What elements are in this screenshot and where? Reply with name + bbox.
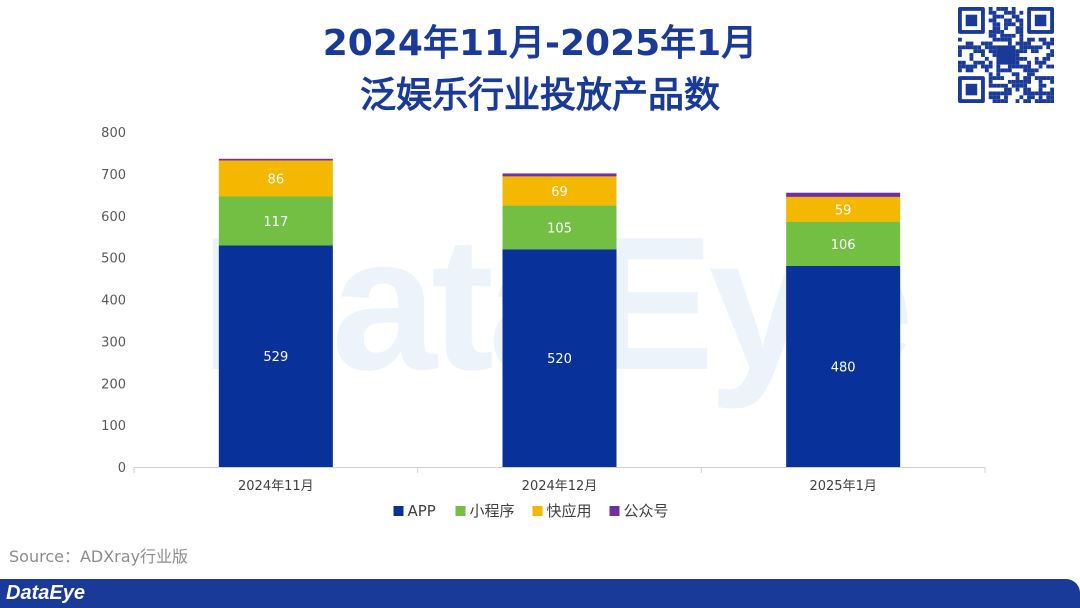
y-tick-label: 600	[101, 210, 126, 225]
data-label: 480	[831, 361, 856, 376]
stacked-bar-chart: 0 100 200 300 400 500 600 700 800 529 117 86 2024年11…	[101, 126, 986, 520]
y-tick-label: 0	[118, 461, 126, 476]
bar-segment	[218, 245, 333, 467]
footer-brand: DataEye	[6, 582, 85, 604]
y-tick-label: 100	[101, 419, 126, 434]
y-tick-label: 300	[101, 335, 126, 350]
data-label: 520	[547, 352, 572, 367]
bar-segment	[218, 196, 333, 246]
y-tick-label: 200	[101, 377, 126, 392]
bar-segment	[502, 176, 617, 206]
bar-segment	[502, 205, 617, 250]
legend-label: 小程序	[470, 502, 515, 520]
legend-label: 公众号	[624, 502, 669, 520]
legend-swatch	[455, 506, 466, 516]
y-tick-label: 400	[101, 294, 126, 309]
chart-title-line2: 泛娱乐行业投放产品数	[359, 75, 720, 116]
bar-segment	[786, 221, 901, 266]
bar-segment	[786, 196, 901, 222]
qr-code	[958, 7, 1054, 103]
x-tick-label: 2024年11月	[238, 479, 314, 494]
footer-bar: DataEye	[0, 579, 1080, 608]
data-label: 86	[268, 172, 285, 187]
data-label: 529	[263, 350, 288, 365]
bar-segment	[786, 192, 901, 197]
bar-segment	[502, 173, 617, 177]
data-label: 59	[835, 203, 852, 218]
legend-swatch	[532, 506, 543, 516]
bar-segment	[786, 266, 901, 467]
data-label: 106	[831, 238, 856, 253]
y-tick-label: 500	[101, 252, 126, 267]
data-label: 117	[263, 215, 288, 230]
source-note: Source：ADXray行业版	[9, 547, 189, 566]
data-label: 105	[547, 221, 572, 236]
chart-title-line1: 2024年11月-2025年1月	[322, 23, 758, 64]
x-tick-label: 2024年12月	[522, 479, 598, 494]
legend-swatch	[393, 506, 404, 516]
y-tick-label: 800	[101, 126, 126, 141]
legend-label: APP	[408, 502, 436, 520]
data-label: 69	[551, 185, 568, 200]
legend-label: 快应用	[547, 502, 592, 520]
bar-segment	[218, 160, 333, 197]
y-tick-label: 700	[101, 168, 126, 183]
x-tick-label: 2025年1月	[809, 479, 876, 494]
bar-segment	[502, 249, 617, 467]
legend-swatch	[609, 506, 620, 516]
bar-segment	[218, 158, 333, 161]
